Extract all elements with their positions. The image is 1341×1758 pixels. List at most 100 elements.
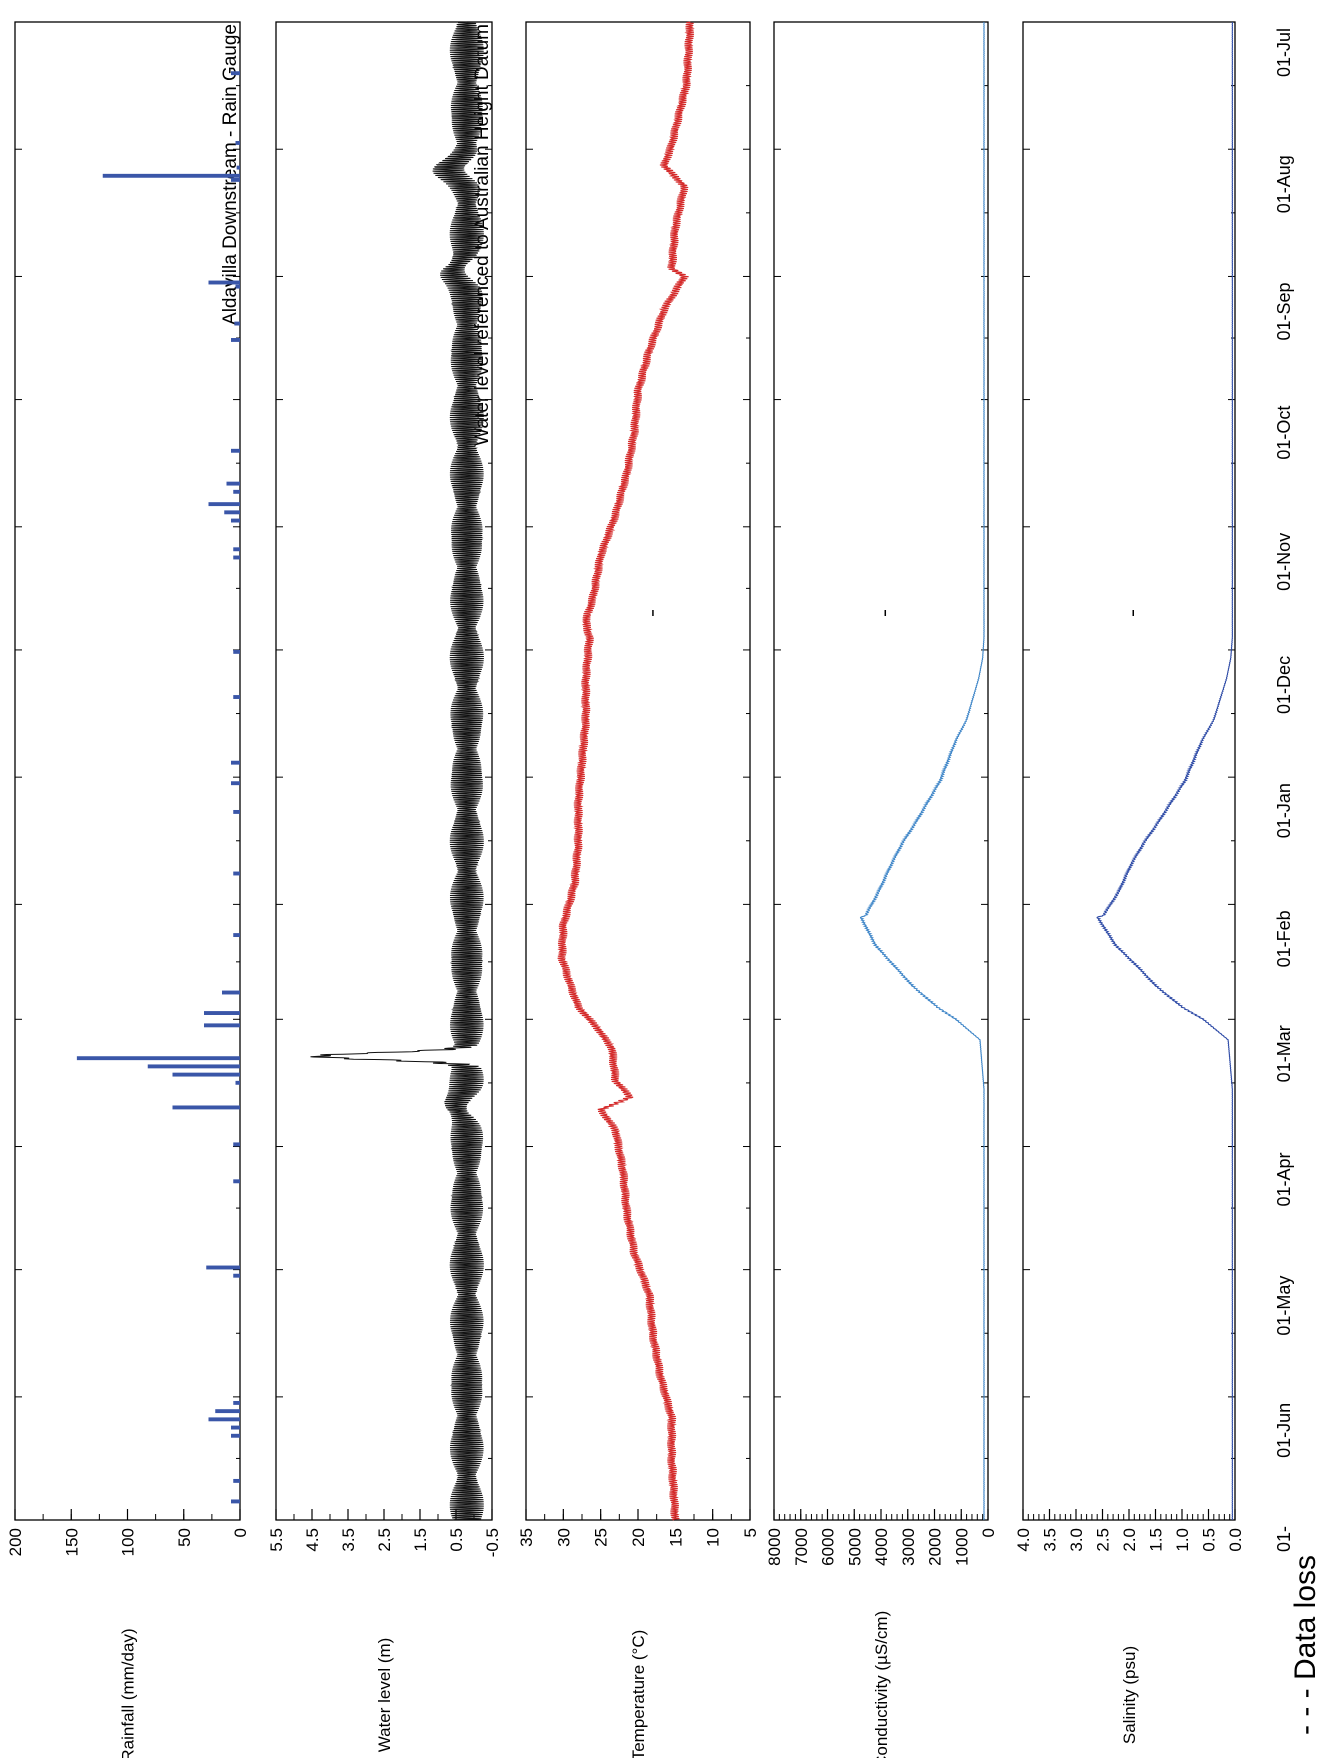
value-tick-label: 200 — [6, 1528, 25, 1556]
value-tick-label: 2.0 — [1120, 1528, 1139, 1552]
rain-bar — [204, 1011, 240, 1015]
panel-conductivity: 0 1000 2000 3000 4000 5000 6000 7000 8000 SConduc… — [765, 21, 998, 1758]
rain-bar — [231, 1499, 240, 1504]
value-tick-label: 3.0 — [1067, 1528, 1086, 1552]
rain-bar — [233, 809, 240, 814]
value-tick-label: 100 — [119, 1528, 138, 1556]
temperature-axis-title: Temperature (°C) — [629, 1630, 648, 1758]
rain-bar — [208, 502, 240, 507]
value-tick-label: 3.5 — [339, 1528, 358, 1552]
rain-bar — [233, 1400, 240, 1405]
x-axis: 01-Jul 01-Aug 01-Sep 01-Oct 01-Nov 01-Dec 01-J… — [1274, 28, 1294, 1552]
value-tick-label: 4.5 — [303, 1528, 322, 1552]
value-tick-label: 5 — [741, 1528, 760, 1537]
rain-bar — [226, 481, 240, 486]
rain-bar — [233, 933, 240, 938]
rain-bar — [231, 781, 240, 786]
rain-bar — [236, 165, 240, 170]
temperature-line — [557, 21, 695, 1521]
rain-bar — [231, 760, 240, 765]
value-tick-label: 8000 — [765, 1528, 784, 1566]
rain-bar — [172, 1105, 240, 1110]
value-tick-label: 5.5 — [267, 1528, 286, 1552]
conductivity-frame — [773, 21, 989, 1521]
value-tick-label: 0.5 — [447, 1528, 466, 1552]
value-tick-label: 0 — [231, 1528, 250, 1537]
x-tick-label: 01-Nov — [1274, 533, 1294, 591]
salinity-frame — [1022, 21, 1236, 1521]
value-tick-label: 150 — [62, 1528, 81, 1556]
rain-bar — [233, 1142, 240, 1147]
rain-bar — [233, 1273, 240, 1278]
conductivity-axis-title: SConductivity (µS/cm) — [872, 1611, 891, 1758]
value-tick-label: 2.5 — [1094, 1528, 1113, 1552]
value-tick-label: 6000 — [819, 1528, 838, 1566]
rain-bar — [172, 1072, 240, 1077]
value-tick-label: 50 — [175, 1528, 194, 1547]
water-level-line — [310, 21, 484, 1521]
rain-bar — [231, 71, 240, 76]
value-tick-label: 35 — [517, 1528, 536, 1547]
rain-bar — [233, 871, 240, 876]
value-tick-label: 7000 — [792, 1528, 811, 1566]
rain-bar — [235, 284, 240, 289]
rain-bar — [231, 448, 240, 453]
panel-temperature: 5 10 15 20 25 30 35 Temperature (°C) — [517, 21, 760, 1758]
value-tick-label: 20 — [629, 1528, 648, 1547]
rain-bar — [204, 1023, 240, 1028]
panel-salinity: 0.0 0.5 1.0 1.5 2.0 2.5 3.0 3.5 4.0 Salinity (psu… — [1014, 21, 1245, 1744]
value-tick-label: 1000 — [952, 1528, 971, 1566]
rain-bar — [231, 338, 240, 342]
x-tick-label: 01-Jan — [1274, 783, 1294, 838]
rain-bar — [234, 321, 240, 326]
x-tick-label: 01-Mar — [1274, 1025, 1294, 1082]
rain-bar — [233, 555, 240, 560]
rain-bar — [233, 649, 240, 654]
salinity-line — [1096, 21, 1234, 1521]
rain-bar — [233, 695, 240, 699]
x-tick-label: 01-Dec — [1274, 656, 1294, 714]
value-tick-label: 0 — [979, 1528, 998, 1537]
value-tick-label: 0.0 — [1226, 1528, 1245, 1552]
x-tick-label: 01-Feb — [1274, 910, 1294, 967]
x-tick-label: 01-May — [1274, 1276, 1294, 1336]
rain-bar — [222, 990, 240, 995]
rain-bar — [76, 1056, 240, 1061]
rain-bar — [208, 280, 240, 285]
value-tick-label: 25 — [592, 1528, 611, 1547]
value-tick-label: 30 — [554, 1528, 573, 1547]
temperature-frame — [525, 21, 751, 1521]
rain-bar — [233, 547, 240, 552]
rain-bar — [215, 1409, 240, 1414]
rain-bar — [233, 1179, 240, 1184]
x-tick-label: 01-Jun — [1274, 1403, 1294, 1458]
rain-bar — [233, 1478, 240, 1483]
rain-bar — [235, 141, 240, 145]
rain-bar — [233, 489, 240, 494]
value-tick-label: 15 — [666, 1528, 685, 1547]
value-tick-label: 2.5 — [375, 1528, 394, 1552]
rain-bar — [231, 518, 240, 523]
x-tick-label: 01- — [1274, 1526, 1294, 1552]
rainfall-axis-title: Rainfall (mm/day) — [119, 1628, 138, 1758]
value-tick-label: 5000 — [845, 1528, 864, 1566]
value-tick-label: 10 — [704, 1528, 723, 1547]
x-tick-label: 01-Apr — [1274, 1153, 1294, 1207]
conductivity-line — [859, 21, 985, 1521]
salinity-axis-title: Salinity (psu) — [1120, 1646, 1139, 1744]
value-tick-label: 4.0 — [1014, 1528, 1033, 1552]
value-tick-label: 3.5 — [1041, 1528, 1060, 1552]
x-tick-label: 01-Aug — [1274, 155, 1294, 213]
rain-bar — [231, 1433, 240, 1438]
value-tick-label: 1.0 — [1173, 1528, 1192, 1552]
rain-bar — [206, 1265, 240, 1270]
value-tick-label: 3000 — [899, 1528, 918, 1566]
data-loss-legend: - - - Data loss — [1289, 1555, 1322, 1735]
x-tick-label: 01-Oct — [1274, 406, 1294, 460]
rain-bar — [231, 177, 240, 182]
value-tick-label: 1.5 — [411, 1528, 430, 1552]
